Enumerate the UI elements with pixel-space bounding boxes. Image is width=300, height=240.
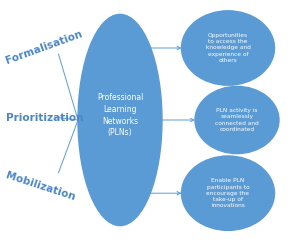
Circle shape [182,156,274,230]
Text: Enable PLN
participants to
encourage the
take-up of
innovations: Enable PLN participants to encourage the… [206,178,250,208]
Text: Opportunities
to access the
knowledge and
experience of
others: Opportunities to access the knowledge an… [206,33,250,63]
Text: Prioritization: Prioritization [6,113,83,123]
Text: Formalisation: Formalisation [4,29,84,66]
Text: PLN activity is
seamlessly
connected and
coordinated: PLN activity is seamlessly connected and… [215,108,259,132]
Circle shape [182,11,274,85]
Text: Mobilization: Mobilization [4,170,76,202]
Text: Professional
Learning
Networks
(PLNs): Professional Learning Networks (PLNs) [97,93,143,137]
Ellipse shape [78,14,162,226]
Circle shape [195,86,279,154]
